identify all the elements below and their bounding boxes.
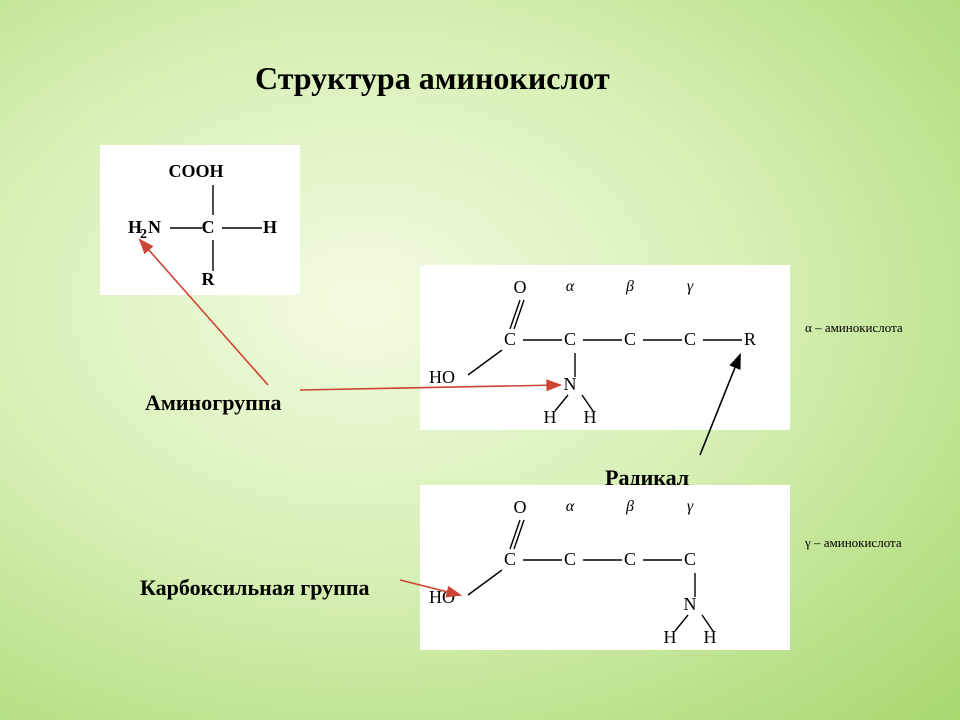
svg-text:O: O <box>514 277 527 297</box>
svg-text:O: O <box>514 497 527 517</box>
svg-text:COOH: COOH <box>168 161 223 181</box>
svg-text:HO: HO <box>429 367 455 387</box>
svg-text:HO: HO <box>429 587 455 607</box>
svg-text:C: C <box>564 329 576 349</box>
svg-text:C: C <box>504 329 516 349</box>
structure-generic-amino-acid: H2NCHCOOHR <box>100 145 300 295</box>
svg-text:C: C <box>684 329 696 349</box>
svg-text:N: N <box>684 594 697 614</box>
svg-text:N: N <box>148 217 161 237</box>
svg-text:β: β <box>625 498 634 515</box>
svg-text:C: C <box>504 549 516 569</box>
svg-text:H: H <box>584 407 597 427</box>
svg-text:β: β <box>625 278 634 295</box>
label-alpha-amino-acid: α – аминокислота <box>805 320 903 336</box>
label-gamma-amino-acid: γ – аминокислота <box>805 535 902 551</box>
svg-text:α: α <box>566 498 575 515</box>
svg-text:H: H <box>664 627 677 647</box>
svg-text:N: N <box>564 374 577 394</box>
svg-text:C: C <box>202 217 215 237</box>
svg-text:R: R <box>202 269 216 289</box>
structure-gamma-amino-acid: α β γ C C C C O HO NH H <box>420 485 790 650</box>
structure-alpha-amino-acid: α β γ C C C C R O HO NH H <box>420 265 790 430</box>
svg-text:α: α <box>566 278 575 295</box>
svg-text:H: H <box>704 627 717 647</box>
svg-text:γ: γ <box>687 278 694 295</box>
svg-text:C: C <box>624 329 636 349</box>
svg-text:2: 2 <box>140 227 147 242</box>
slide-title: Структура аминокислот <box>255 60 610 97</box>
svg-text:C: C <box>684 549 696 569</box>
label-amino-group: Аминогруппа <box>145 390 282 416</box>
svg-text:H: H <box>263 217 277 237</box>
label-carboxyl-group: Карбоксильная группа <box>140 575 370 601</box>
svg-text:γ: γ <box>687 498 694 515</box>
svg-text:C: C <box>624 549 636 569</box>
svg-text:C: C <box>564 549 576 569</box>
svg-text:R: R <box>744 329 756 349</box>
svg-text:H: H <box>544 407 557 427</box>
slide-root: Структура аминокислот Аминогруппа Радика… <box>0 0 960 720</box>
